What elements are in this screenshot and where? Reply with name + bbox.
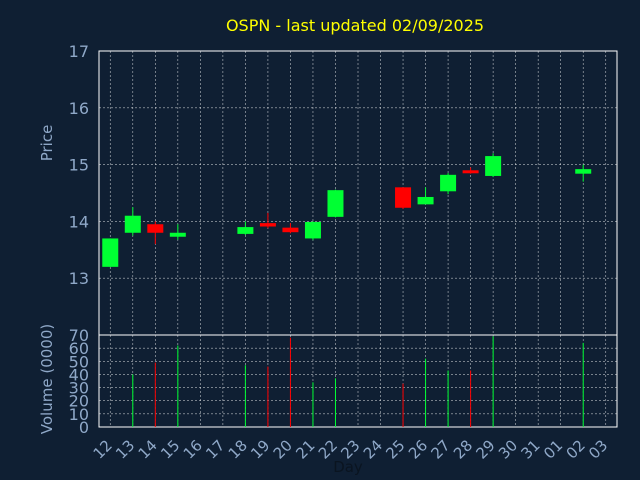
price-tick-label: 14	[69, 212, 89, 231]
candle-body	[169, 232, 186, 237]
candle-body	[102, 238, 119, 267]
price-tick-label: 17	[69, 42, 89, 61]
candle-body	[304, 221, 321, 239]
candle-body	[417, 196, 434, 205]
candle-body	[462, 170, 479, 174]
candle-body	[259, 223, 276, 227]
price-tick-label: 13	[69, 269, 89, 288]
candle-body	[237, 227, 254, 234]
volume-tick-label: 10	[69, 405, 89, 424]
volume-tick-label: 20	[69, 392, 89, 411]
volume-tick-label: 40	[69, 365, 89, 384]
candle-body	[147, 224, 164, 233]
volume-tick-label: 60	[69, 339, 89, 358]
day-tick-label: 03	[585, 436, 611, 462]
price-axis-label: Price	[38, 125, 56, 162]
volume-tick-label: 50	[69, 352, 89, 371]
price-tick-label: 16	[69, 99, 89, 118]
candle-body	[327, 190, 344, 217]
candle-body	[440, 174, 457, 192]
candle-body	[395, 187, 412, 208]
candle-body	[282, 227, 299, 233]
price-tick-label: 15	[69, 156, 89, 175]
candle-body	[575, 169, 592, 174]
volume-tick-label: 30	[69, 379, 89, 398]
candle-body	[485, 156, 502, 176]
chart-title: OSPN - last updated 02/09/2025	[226, 16, 484, 35]
day-axis-label: Day	[333, 458, 363, 476]
candle-body	[124, 215, 141, 233]
volume-axis-label: Volume (0000)	[38, 324, 56, 434]
volume-tick-label: 70	[69, 326, 89, 345]
volume-tick-label: 0	[79, 418, 89, 437]
